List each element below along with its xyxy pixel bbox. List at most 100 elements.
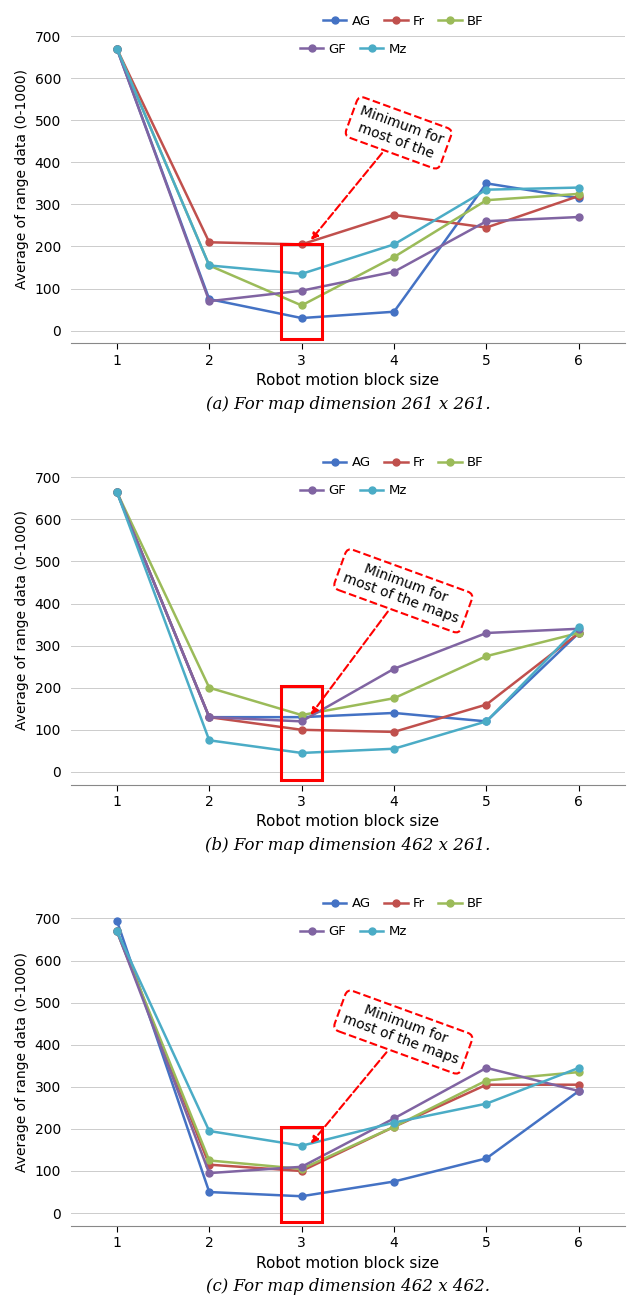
- AG: [205, 1184, 213, 1199]
- Mz: [205, 1124, 213, 1139]
- Legend: GF, Mz: GF, Mz: [300, 43, 407, 56]
- Bar: [282, 685, 322, 780]
- GF: [575, 209, 582, 224]
- Mz: [205, 257, 213, 273]
- Fr: [390, 207, 398, 223]
- Line: Fr: Fr: [113, 46, 582, 248]
- BF: [483, 192, 490, 207]
- AG: [113, 40, 121, 56]
- BF: [390, 249, 398, 265]
- Line: BF: BF: [113, 46, 582, 309]
- GF: [483, 625, 490, 641]
- Line: BF: BF: [113, 488, 582, 719]
- Text: (c) For map dimension 462 x 462.: (c) For map dimension 462 x 462.: [206, 1278, 490, 1296]
- GF: [205, 1165, 213, 1181]
- Fr: [113, 40, 121, 56]
- GF: [575, 621, 582, 637]
- BF: [113, 484, 121, 500]
- Y-axis label: Average of range data (0-1000): Average of range data (0-1000): [15, 510, 29, 731]
- AG: [575, 625, 582, 641]
- Mz: [575, 619, 582, 634]
- Legend: GF, Mz: GF, Mz: [300, 484, 407, 497]
- AG: [575, 191, 582, 206]
- BF: [390, 1118, 398, 1134]
- BF: [298, 1161, 305, 1177]
- Line: Mz: Mz: [113, 46, 582, 278]
- Mz: [483, 181, 490, 197]
- Fr: [205, 1156, 213, 1172]
- Fr: [483, 1077, 490, 1092]
- AG: [298, 710, 305, 726]
- GF: [113, 923, 121, 938]
- GF: [113, 484, 121, 500]
- Fr: [483, 697, 490, 713]
- AG: [390, 1173, 398, 1189]
- Mz: [298, 745, 305, 761]
- Fr: [483, 219, 490, 235]
- Mz: [483, 714, 490, 729]
- AG: [390, 705, 398, 720]
- Mz: [113, 40, 121, 56]
- GF: [390, 660, 398, 676]
- Fr: [298, 722, 305, 737]
- Mz: [575, 1060, 582, 1075]
- AG: [483, 1151, 490, 1167]
- X-axis label: Robot motion block size: Robot motion block size: [256, 814, 440, 830]
- Fr: [298, 1163, 305, 1178]
- Mz: [390, 236, 398, 252]
- GF: [205, 710, 213, 726]
- Line: GF: GF: [113, 488, 582, 724]
- Line: Mz: Mz: [113, 928, 582, 1150]
- GF: [205, 294, 213, 309]
- BF: [205, 1152, 213, 1168]
- Mz: [298, 266, 305, 282]
- GF: [390, 264, 398, 279]
- Text: Minimum for
most of the maps: Minimum for most of the maps: [312, 556, 466, 713]
- Mz: [390, 741, 398, 757]
- BF: [575, 1065, 582, 1081]
- Text: (b) For map dimension 462 x 261.: (b) For map dimension 462 x 261.: [205, 837, 490, 853]
- Y-axis label: Average of range data (0-1000): Average of range data (0-1000): [15, 951, 29, 1172]
- AG: [483, 714, 490, 729]
- AG: [298, 311, 305, 326]
- BF: [575, 187, 582, 202]
- Legend: GF, Mz: GF, Mz: [300, 925, 407, 938]
- BF: [298, 298, 305, 313]
- Mz: [483, 1096, 490, 1112]
- Mz: [113, 923, 121, 938]
- AG: [113, 484, 121, 500]
- Fr: [113, 923, 121, 938]
- Line: GF: GF: [113, 46, 582, 304]
- Fr: [205, 235, 213, 251]
- Text: (a) For map dimension 261 x 261.: (a) For map dimension 261 x 261.: [205, 395, 490, 412]
- Fr: [390, 724, 398, 740]
- Line: AG: AG: [113, 917, 582, 1199]
- Line: AG: AG: [113, 46, 582, 321]
- BF: [205, 257, 213, 273]
- BF: [205, 680, 213, 696]
- AG: [575, 1083, 582, 1099]
- Line: AG: AG: [113, 488, 582, 724]
- BF: [298, 707, 305, 723]
- BF: [113, 923, 121, 938]
- AG: [113, 912, 121, 928]
- Mz: [298, 1138, 305, 1154]
- GF: [298, 1159, 305, 1174]
- BF: [390, 690, 398, 706]
- Fr: [575, 1077, 582, 1092]
- BF: [113, 40, 121, 56]
- GF: [298, 283, 305, 299]
- GF: [575, 1083, 582, 1099]
- BF: [483, 1073, 490, 1088]
- Fr: [575, 625, 582, 641]
- Line: Mz: Mz: [113, 488, 582, 757]
- X-axis label: Robot motion block size: Robot motion block size: [256, 373, 440, 389]
- Line: BF: BF: [113, 928, 582, 1172]
- BF: [575, 625, 582, 641]
- Mz: [113, 484, 121, 500]
- GF: [483, 1060, 490, 1075]
- Fr: [575, 188, 582, 204]
- X-axis label: Robot motion block size: Robot motion block size: [256, 1255, 440, 1271]
- Bar: [282, 244, 322, 339]
- Text: Minimum for
most of the maps: Minimum for most of the maps: [312, 997, 466, 1142]
